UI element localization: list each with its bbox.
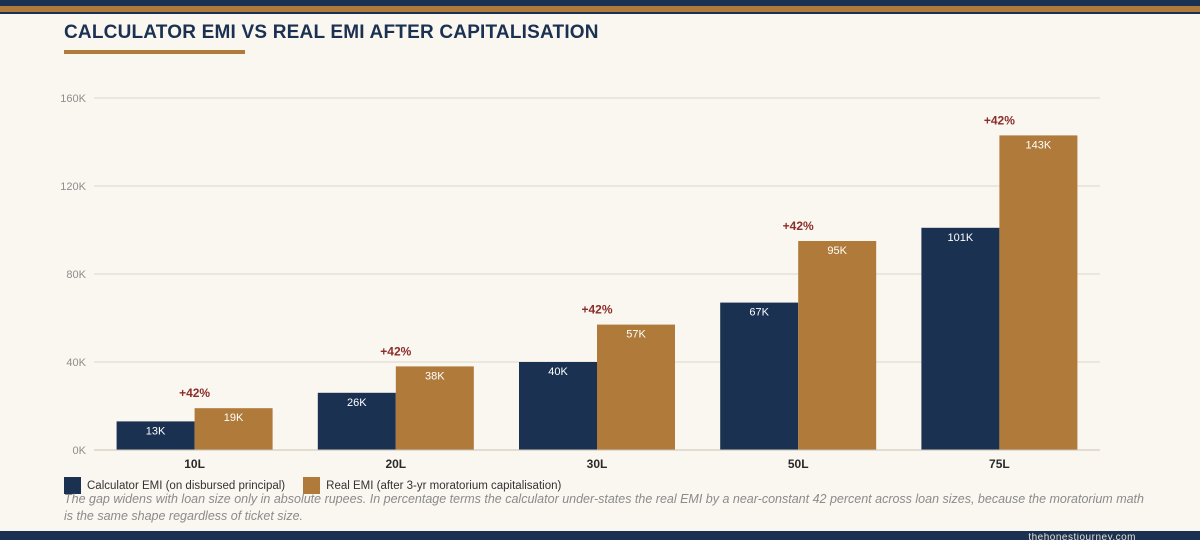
bar-calculator <box>317 392 396 450</box>
bar-real <box>194 408 273 450</box>
top-navy-rule <box>0 0 1200 6</box>
legend-label-real: Real EMI (after 3-yr moratorium capitali… <box>326 479 562 492</box>
top-navy-thin-rule <box>0 12 1200 14</box>
bar-real <box>798 241 877 450</box>
bar-real <box>999 135 1078 450</box>
bar-calculator <box>720 302 799 450</box>
chart-caption: The gap widens with loan size only in ab… <box>64 492 1144 523</box>
footer-site-label: thehonestjourney.com <box>1028 533 1136 540</box>
legend-swatch-real <box>303 477 321 494</box>
y-tick-label: 0K <box>73 445 87 457</box>
gap-annotation: +42% <box>581 303 612 317</box>
bar-calculator <box>921 227 1000 450</box>
legend: Calculator EMI (on disbursed principal) … <box>64 477 579 494</box>
gap-annotation: +42% <box>783 219 814 233</box>
x-tick-label: 50L <box>788 457 809 471</box>
bar-value-label: 13K <box>146 425 166 437</box>
footer-bar <box>0 531 1200 540</box>
gap-annotation: +42% <box>984 113 1015 127</box>
legend-swatch-calculator <box>64 477 81 494</box>
bar-calculator <box>116 421 195 450</box>
bar-value-label: 57K <box>626 329 646 341</box>
chart-title: CALCULATOR EMI VS REAL EMI AFTER CAPITAL… <box>64 22 599 43</box>
bar-calculator <box>519 362 597 450</box>
y-tick-label: 80K <box>66 269 86 281</box>
bar-value-label: 67K <box>749 307 769 319</box>
x-tick-label: 75L <box>989 457 1010 471</box>
legend-label-calculator: Calculator EMI (on disbursed principal) <box>87 479 286 492</box>
gap-annotation: +42% <box>179 386 210 400</box>
title-underline <box>64 50 245 54</box>
bar-value-label: 19K <box>224 412 244 424</box>
legend-item-calculator: Calculator EMI (on disbursed principal) <box>64 477 285 494</box>
y-tick-label: 120K <box>60 181 86 193</box>
bar-value-label: 95K <box>827 245 847 257</box>
x-tick-label: 10L <box>184 457 205 471</box>
bar-value-label: 101K <box>948 232 974 244</box>
bar-real <box>395 366 474 450</box>
bar-value-label: 143K <box>1026 139 1052 151</box>
y-tick-label: 40K <box>66 357 86 369</box>
x-tick-label: 20L <box>385 457 406 471</box>
bar-value-label: 38K <box>425 370 445 382</box>
bar-value-label: 40K <box>548 366 568 378</box>
x-tick-label: 30L <box>587 457 608 471</box>
gap-annotation: +42% <box>380 344 411 358</box>
y-tick-label: 160K <box>60 93 86 105</box>
legend-item-real: Real EMI (after 3-yr moratorium capitali… <box>303 477 561 494</box>
bar-value-label: 26K <box>347 397 367 409</box>
bar-real <box>597 324 675 450</box>
top-gold-rule <box>0 6 1200 12</box>
